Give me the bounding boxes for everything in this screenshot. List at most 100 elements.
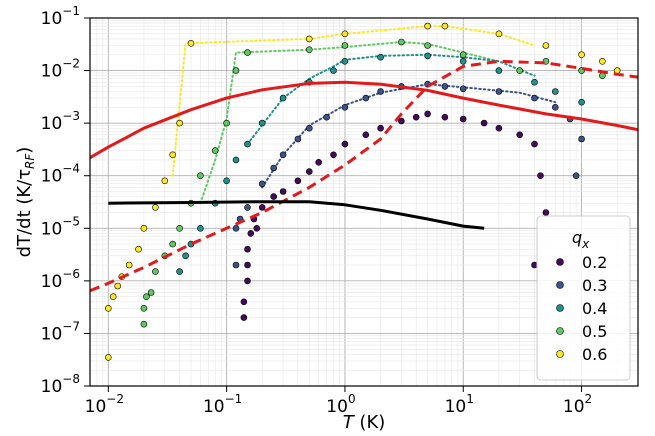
- black-solid-curve: [108, 200, 485, 230]
- scatter-point-qx-0.2: [341, 140, 349, 148]
- y-axis-title-close: ): [14, 147, 35, 154]
- scatter-point-qx-0.2: [294, 177, 302, 185]
- x-tick-label: 10−2: [85, 392, 124, 417]
- y-tick-label: 10−6: [41, 267, 80, 292]
- scatter-point-qx-0.6: [161, 177, 169, 185]
- scatter-point-qx-0.2: [495, 124, 503, 132]
- scatter-point-qx-0.2: [516, 131, 524, 139]
- x-tick-base: 10: [203, 397, 225, 417]
- scatter-point-qx-0.6: [135, 245, 142, 253]
- scatter-point-qx-0.2: [480, 119, 488, 127]
- legend-label-qx-0.6: 0.6: [582, 345, 607, 364]
- legend-title: qx: [572, 228, 590, 251]
- y-tick-exp: −6: [62, 267, 80, 281]
- x-tick-exp: 2: [585, 392, 593, 406]
- y-tick-label: 10−8: [41, 372, 80, 397]
- dotted-connector-line: [199, 40, 500, 205]
- scatter-point-qx-0.2: [279, 188, 287, 195]
- y-tick-exp: −4: [62, 162, 80, 176]
- scatter-point-qx-0.5: [169, 240, 176, 248]
- scatter-point-qx-0.4: [578, 98, 585, 106]
- scatter-point-qx-0.6: [140, 225, 148, 232]
- y-tick-label: 10−7: [41, 319, 80, 344]
- scatter-point-qx-0.2: [377, 124, 384, 132]
- scatter-point-qx-0.3: [270, 164, 278, 172]
- scatter-point-qx-0.2: [398, 117, 405, 125]
- scatter-point-qx-0.2: [542, 209, 550, 216]
- y-tick-base: 10: [41, 167, 63, 187]
- x-axis-title-unit: (K): [354, 412, 386, 433]
- scatter-point-qx-0.6: [105, 304, 112, 312]
- scatter-point-qx-0.5: [143, 293, 150, 301]
- dotted-connector-line: [171, 25, 536, 177]
- scatter-point-qx-0.2: [362, 131, 370, 139]
- legend-title-sub: x: [581, 237, 590, 251]
- y-tick-exp: −2: [62, 57, 80, 71]
- scatter-point-qx-0.6: [169, 151, 176, 159]
- scatter-point-qx-0.3: [551, 104, 559, 111]
- y-tick-label: 10−4: [41, 162, 80, 187]
- legend-entries: 0.2 0.3 0.4 0.5 0.6: [556, 253, 607, 364]
- y-tick-label: 10−1: [41, 4, 80, 29]
- y-axis-title-main: dT/dt (K/τ: [14, 169, 35, 257]
- scatter-point-qx-0.2: [412, 113, 420, 121]
- axis-ticks: 10−2 10−1 100 101 10210−810−710−610−510−410−…: [41, 4, 593, 417]
- x-tick-label: 102: [563, 392, 592, 417]
- scatter-point-qx-0.2: [531, 140, 538, 148]
- scatter-point-qx-0.4: [279, 94, 287, 102]
- scatter-point-qx-0.6: [305, 35, 313, 43]
- model-curves: [90, 59, 638, 293]
- plot-frame: [89, 17, 639, 387]
- legend-marker-qx-0.3: [556, 281, 564, 289]
- scatter-point-qx-0.5: [176, 225, 183, 232]
- scatter-point-qx-0.4: [232, 156, 240, 164]
- scatter-point-qx-0.5: [398, 38, 405, 46]
- scatter-point-qx-0.2: [330, 151, 337, 159]
- scatter-point-qx-0.2: [459, 115, 467, 123]
- y-tick-exp: −8: [62, 372, 80, 386]
- legend-label-qx-0.2: 0.2: [582, 253, 607, 272]
- scatter-point-qx-0.6: [176, 119, 183, 127]
- legend-label-qx-0.5: 0.5: [582, 322, 607, 341]
- scatter-point-qx-0.4: [330, 67, 337, 74]
- scatter-point-qx-0.5: [140, 304, 148, 312]
- scatter-point-qx-0.4: [176, 268, 183, 275]
- scatter-point-qx-0.6: [495, 30, 503, 38]
- scatter-point-qx-0.2: [315, 159, 323, 166]
- scatter-point-qx-0.2: [244, 245, 251, 253]
- y-tick-base: 10: [41, 272, 63, 292]
- scatter-point-qx-0.5: [147, 289, 155, 296]
- scatter-point-qx-0.4: [182, 252, 189, 260]
- y-axis-title-sub: RF: [23, 153, 37, 169]
- scatter-point-qx-0.5: [305, 46, 313, 54]
- scatter-point-qx-0.5: [459, 51, 467, 59]
- scatter-point-qx-0.5: [232, 67, 240, 74]
- y-tick-exp: −7: [62, 319, 80, 333]
- x-tick-base: 10: [563, 397, 585, 417]
- scatter-point-qx-0.5: [152, 268, 159, 275]
- y-tick-base: 10: [41, 62, 63, 82]
- scatter-point-qx-0.3: [441, 83, 449, 90]
- scatter-point-qx-0.2: [247, 230, 255, 237]
- scatter-point-qx-0.6: [424, 22, 431, 30]
- scatter-point-qx-0.4: [424, 52, 431, 60]
- scatter-point-qx-0.2: [258, 204, 266, 211]
- x-tick-exp: −1: [225, 392, 243, 406]
- y-tick-base: 10: [41, 219, 63, 239]
- scatter-point-qx-0.5: [424, 42, 431, 49]
- scatter-point-qx-0.4: [244, 140, 251, 148]
- legend-marker-qx-0.2: [556, 258, 564, 266]
- scatter-point-qx-0.3: [294, 135, 302, 143]
- scatter-point-qx-0.3: [572, 172, 580, 179]
- scatter-point-qx-0.2: [537, 172, 544, 179]
- scatter-point-qx-0.2: [253, 225, 261, 232]
- x-tick-exp: −2: [106, 392, 124, 406]
- scatter-point-qx-0.3: [495, 88, 503, 95]
- scatter-point-qx-0.5: [223, 119, 230, 127]
- y-tick-label: 10−5: [41, 214, 80, 239]
- scatter-point-qx-0.5: [197, 172, 204, 179]
- scatter-point-qx-0.6: [599, 57, 606, 65]
- scatter-point-qx-0.5: [211, 147, 219, 154]
- scatter-point-qx-0.3: [258, 180, 266, 188]
